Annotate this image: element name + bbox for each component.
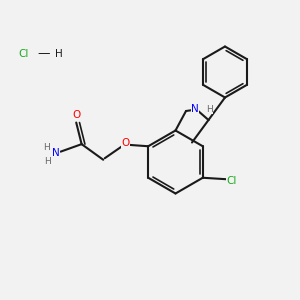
Text: —: —: [37, 47, 50, 61]
Text: N: N: [191, 104, 199, 115]
Text: H: H: [206, 105, 212, 114]
Text: H: H: [44, 142, 50, 152]
Text: N: N: [52, 148, 60, 158]
Text: O: O: [122, 138, 130, 148]
Text: H: H: [44, 157, 51, 166]
Text: Cl: Cl: [226, 176, 236, 186]
Text: H: H: [55, 49, 62, 59]
Text: Cl: Cl: [19, 49, 29, 59]
Text: O: O: [73, 110, 81, 120]
